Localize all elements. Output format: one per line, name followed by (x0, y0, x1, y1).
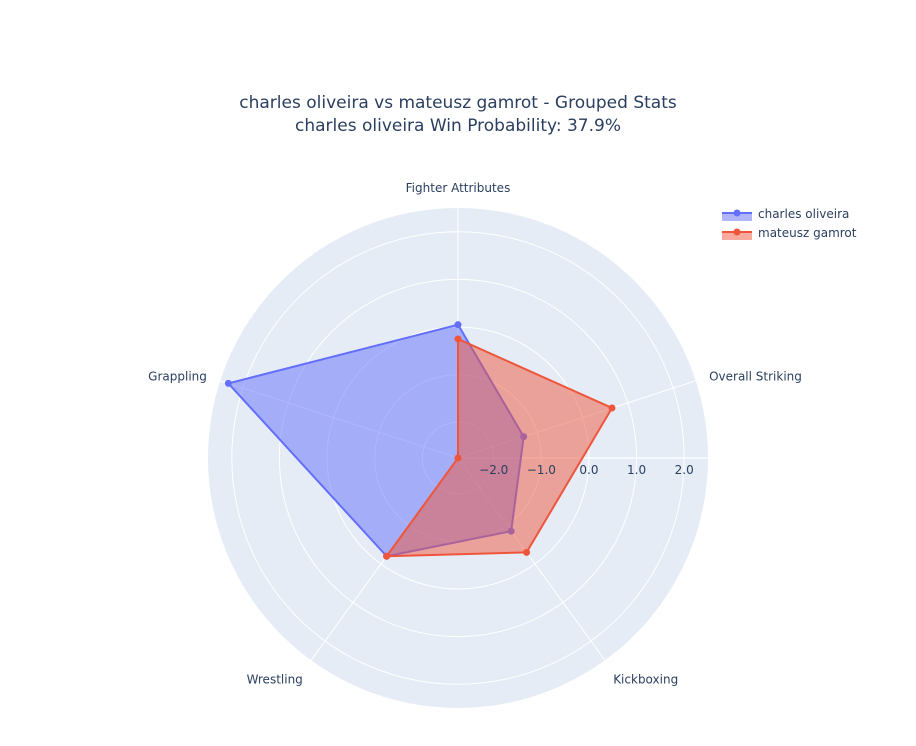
legend-label-0: charles oliveira (758, 207, 849, 221)
category-label-0: Fighter Attributes (406, 181, 511, 195)
category-label-3: Wrestling (247, 673, 303, 687)
series-1 (383, 335, 616, 560)
tick-label-4: 2.0 (675, 463, 694, 477)
tick-label-3: 1.0 (627, 463, 646, 477)
data-point-1-4 (454, 454, 462, 462)
tick-label-0: −2.0 (479, 463, 508, 477)
data-point-1-3 (383, 552, 391, 560)
category-label-4: Grappling (148, 369, 207, 383)
legend-swatch-1 (722, 232, 752, 240)
category-label-1: Overall Striking (709, 369, 802, 383)
data-point-1-1 (608, 404, 616, 412)
data-point-1-0 (454, 335, 462, 343)
tick-label-1: −1.0 (527, 463, 556, 477)
data-point-1-2 (523, 548, 531, 556)
legend-item-1: mateusz gamrot (722, 226, 857, 240)
chart-title: charles oliveira vs mateusz gamrot - Gro… (239, 93, 677, 113)
chart-subtitle: charles oliveira Win Probability: 37.9% (295, 116, 621, 136)
series-area-1 (385, 337, 613, 558)
tick-label-2: 0.0 (579, 463, 598, 477)
legend-label-1: mateusz gamrot (758, 226, 857, 240)
radial-ticks: −2.0 −1.0 0.0 1.0 2.0 (479, 463, 694, 477)
legend-swatch-0 (722, 213, 752, 221)
data-point-0-0 (454, 321, 462, 329)
series-layer (224, 321, 616, 560)
legend-item-0: charles oliveira (722, 207, 849, 221)
category-label-2: Kickboxing (613, 673, 678, 687)
legend: charles oliveira mateusz gamrot (722, 207, 857, 240)
legend-marker-1 (733, 228, 741, 236)
angular-labels: Fighter Attributes Overall Striking Kickbo… (148, 181, 802, 687)
data-point-0-4 (224, 379, 232, 387)
legend-marker-0 (733, 209, 741, 217)
